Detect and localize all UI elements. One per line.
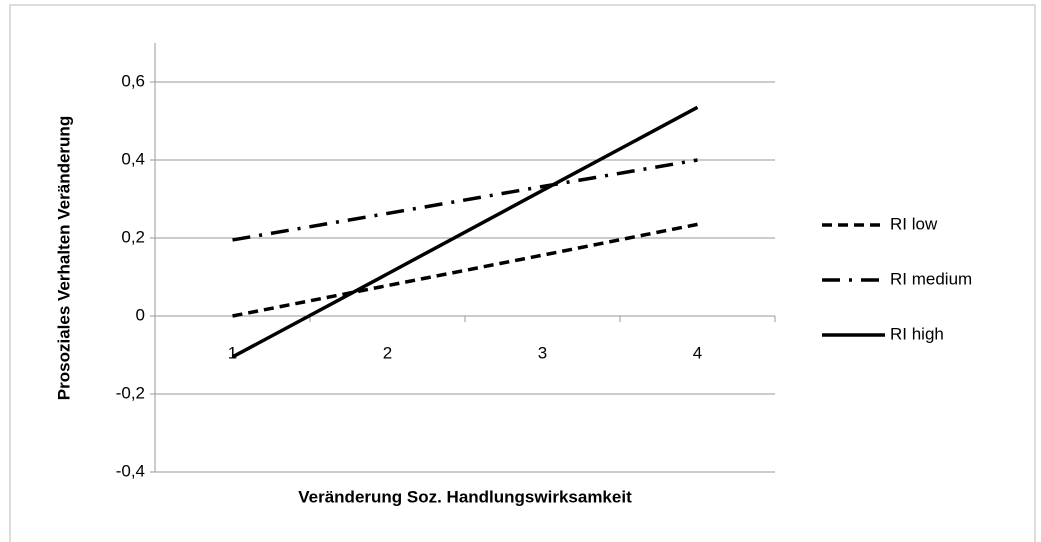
x-tick-label: 3 — [538, 343, 547, 362]
x-tick-label: 4 — [693, 343, 702, 362]
x-axis-label: Veränderung Soz. Handlungswirksamkeit — [298, 487, 632, 506]
y-tick-label: -0,4 — [116, 461, 145, 480]
y-tick-label: 0 — [136, 305, 145, 324]
legend-label: RI high — [890, 324, 944, 343]
chart-frame — [9, 4, 1036, 542]
y-axis-label: Prosoziales Verhalten Veränderung — [54, 116, 73, 400]
x-tick-label: 1 — [228, 343, 237, 362]
series-line — [232, 158, 698, 242]
legend-label: RI medium — [890, 269, 972, 288]
y-tick-label: -0,2 — [116, 383, 145, 402]
y-tick-label: 0,4 — [121, 149, 145, 168]
x-tick-label: 2 — [383, 343, 392, 362]
legend-label: RI low — [890, 214, 938, 233]
y-tick-label: 0,6 — [121, 71, 145, 90]
y-tick-label: 0,2 — [121, 227, 145, 246]
series-line — [231, 105, 699, 359]
